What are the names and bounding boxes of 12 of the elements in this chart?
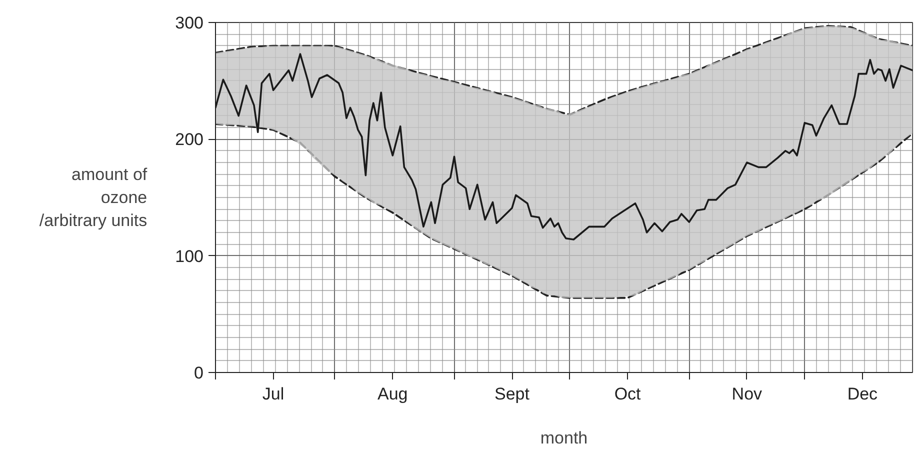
x-tick-label: Nov	[732, 384, 763, 404]
x-tick-label: Jul	[262, 384, 284, 404]
y-axis-title: amount of ozone /arbitrary units	[39, 165, 148, 230]
x-tick-label: Aug	[378, 384, 408, 404]
y-tick-label: 300	[175, 14, 204, 32]
y-tick-label: 200	[175, 130, 204, 150]
x-axis-title: month	[540, 428, 588, 448]
x-tick-label: Sept	[494, 384, 530, 404]
y-tick-label: 100	[175, 246, 204, 266]
x-tick-label: Oct	[614, 384, 642, 404]
y-tick-label: 0	[194, 364, 204, 382]
x-tick-label: Dec	[847, 384, 878, 404]
